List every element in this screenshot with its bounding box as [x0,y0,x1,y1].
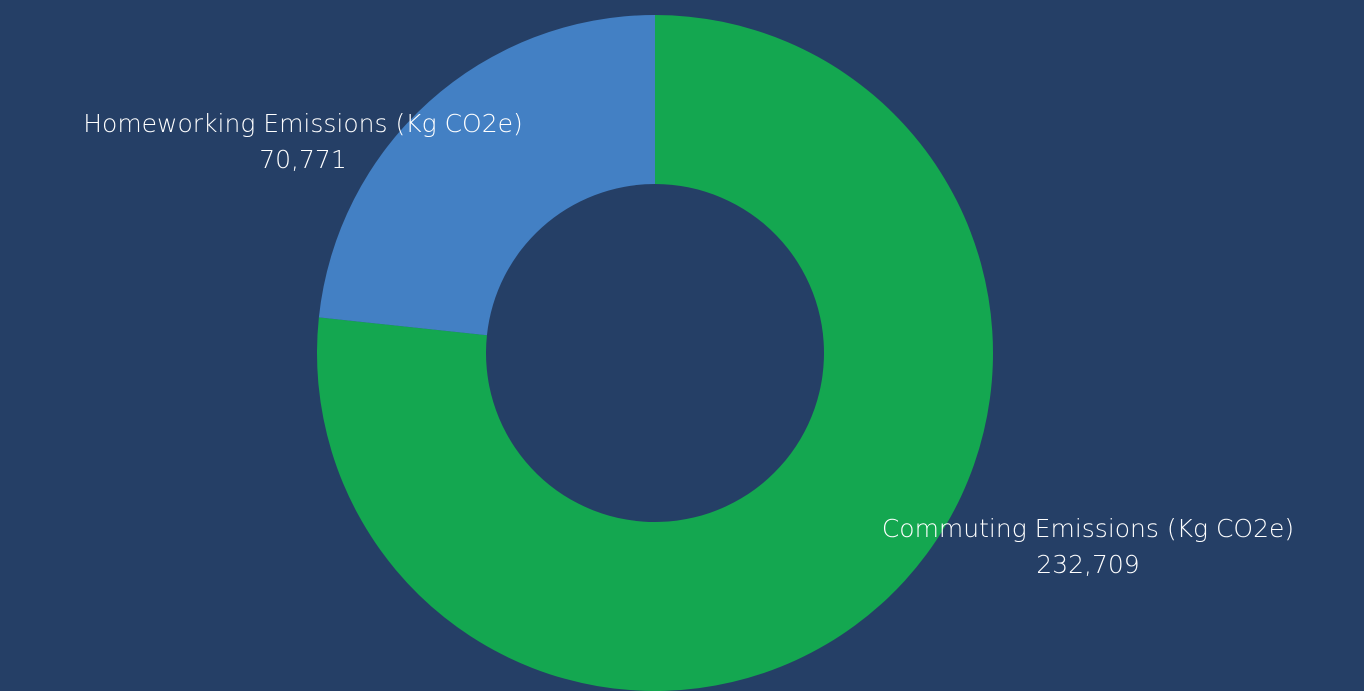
donut-slice [316,15,993,691]
slice-label: Homeworking Emissions (Kg CO2e) [83,109,523,138]
donut-slice [318,15,655,336]
slice-value-label: 70,771 [259,145,346,174]
slice-value-label: 232,709 [1036,550,1139,579]
slice-label: Commuting Emissions (Kg CO2e) [882,514,1294,543]
